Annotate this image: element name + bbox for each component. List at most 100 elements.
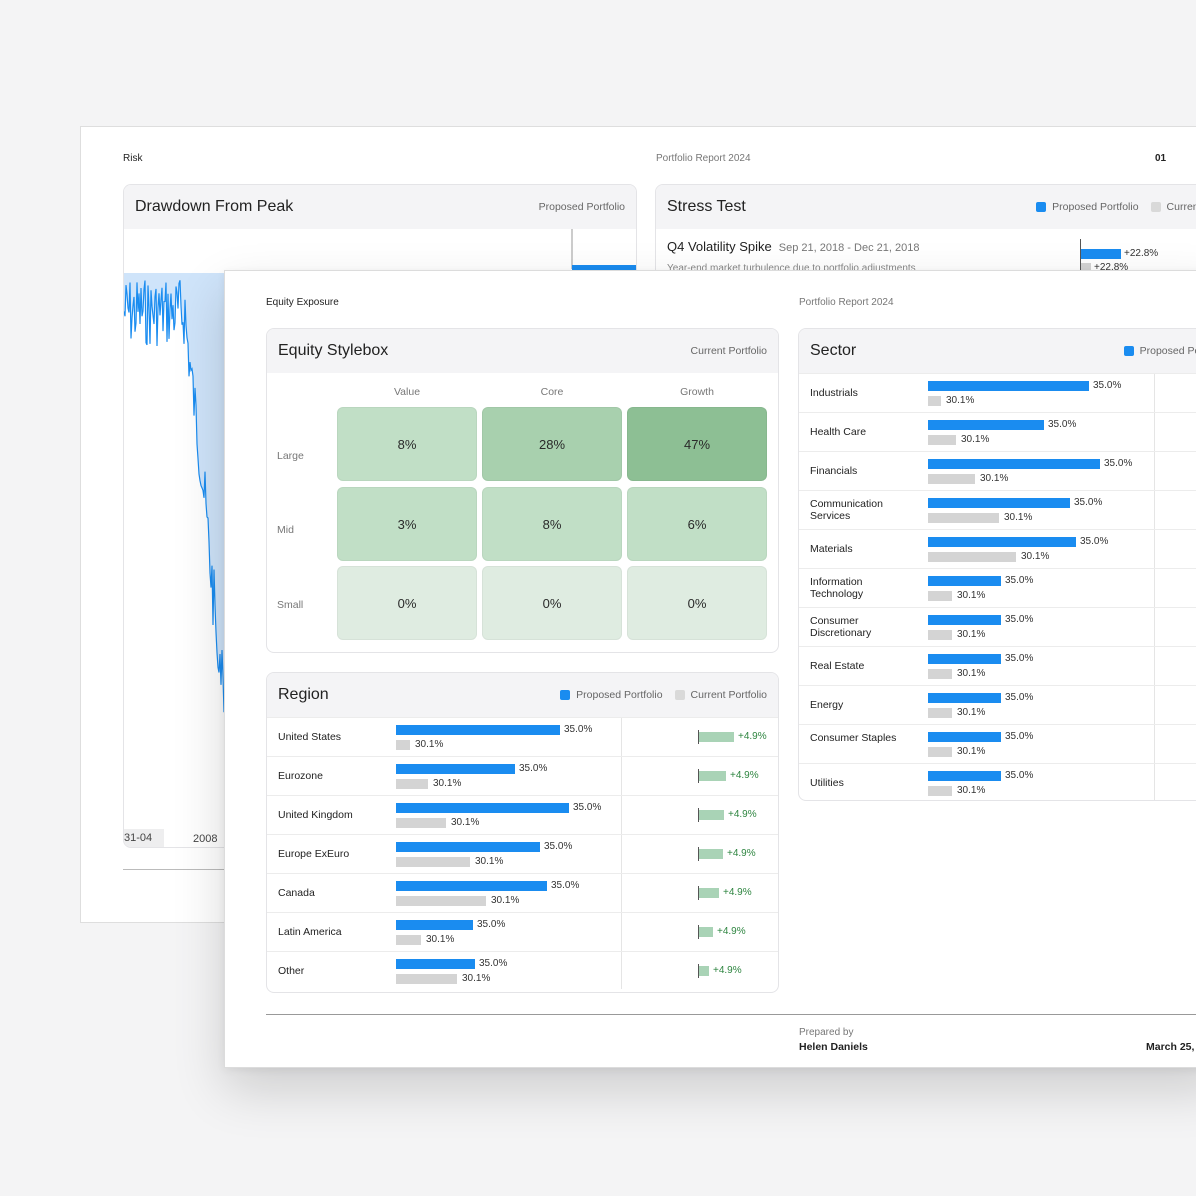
sector-row: Communication Services 35.0% 30.1% [799, 490, 1196, 529]
stylebox-cell: 0% [482, 566, 622, 640]
legend-label: Current Portfolio [1166, 201, 1196, 213]
card-title: Stress Test [667, 198, 746, 215]
current-value: 30.1% [957, 629, 986, 640]
region-row: Eurozone 35.0% 30.1% +4.9% [267, 756, 778, 795]
axis-strip [124, 829, 164, 847]
sector-card: Sector Proposed Portfolio Industrials 35.… [798, 328, 1196, 801]
diff-axis [698, 964, 699, 978]
stylebox-cell: 6% [627, 487, 767, 561]
sector-label: Communication Services [810, 498, 883, 522]
report-title: Portfolio Report 2024 [799, 297, 894, 308]
legend-label: Proposed Portfolio [538, 201, 625, 213]
proposed-bar [396, 803, 569, 813]
diff-bar [699, 888, 719, 898]
current-bar [928, 591, 952, 601]
current-value: 30.1% [415, 739, 444, 750]
region-label: Eurozone [278, 770, 323, 782]
legend-label: Current Portfolio [690, 689, 767, 701]
stress-current-bar [1081, 263, 1091, 273]
card-title: Region [278, 686, 329, 703]
proposed-bar [928, 498, 1070, 508]
current-bar [396, 818, 446, 828]
proposed-bar [928, 732, 1001, 742]
report-date: March 25, [1146, 1041, 1195, 1053]
column-label: Value [393, 386, 421, 398]
current-value: 30.1% [946, 395, 975, 406]
legend: Proposed Portfolio Current Portfolio [548, 689, 767, 701]
proposed-value: 35.0% [479, 958, 508, 969]
proposed-value: 35.0% [544, 841, 573, 852]
page-number: 01 [1155, 153, 1167, 164]
diff-axis [698, 847, 699, 861]
event-name: Q4 Volatility Spike [667, 239, 772, 254]
current-value: 30.1% [957, 785, 986, 796]
drawdown-chart: 31-04 2008 [124, 229, 636, 847]
proposed-value: 35.0% [551, 880, 580, 891]
sector-label: Financials [810, 465, 858, 477]
section-label: Risk [123, 153, 143, 164]
region-label: Other [278, 965, 305, 977]
card-header: Drawdown From Peak Proposed Portfolio [124, 185, 636, 229]
prepared-by-label: Prepared by [799, 1027, 854, 1038]
event-description: Year-end market turbulence due to portfo… [667, 263, 916, 274]
proposed-value: 35.0% [477, 919, 506, 930]
equity-stylebox-card: Equity Stylebox Current Portfolio Value … [266, 328, 779, 653]
divider [266, 1014, 1196, 1015]
region-label: United Kingdom [278, 809, 353, 821]
current-value: 30.1% [462, 973, 491, 984]
chart-marker-tag [572, 265, 636, 273]
equity-exposure-page: Equity Exposure Portfolio Report 2024 Eq… [224, 270, 1196, 1068]
region-row: United States 35.0% 30.1% +4.9% [267, 717, 778, 756]
drawdown-svg [124, 229, 636, 713]
region-label: Canada [278, 887, 315, 899]
sector-row: Energy 35.0% 30.1% [799, 685, 1196, 724]
current-bar [928, 747, 952, 757]
row-label: Large [277, 450, 304, 462]
sector-label: Utilities [810, 777, 844, 789]
diff-axis [698, 886, 699, 900]
legend-proposed: Proposed Portfolio [1123, 345, 1196, 357]
proposed-bar [928, 654, 1001, 664]
proposed-value: 35.0% [1074, 497, 1103, 508]
proposed-value: 35.0% [1005, 692, 1034, 703]
sector-label: Consumer Staples [810, 732, 897, 744]
proposed-bar [396, 920, 473, 930]
region-row: Other 35.0% 30.1% +4.9% [267, 951, 778, 990]
stress-proposed-value: +22.8% [1124, 248, 1159, 259]
proposed-swatch [560, 690, 571, 700]
proposed-swatch [1123, 346, 1134, 356]
card-header: Equity Stylebox Current Portfolio [267, 329, 778, 373]
diff-bar [699, 771, 726, 781]
legend: Proposed Portfolio [539, 201, 625, 213]
legend-current: Current Portfolio [1150, 201, 1196, 213]
current-bar [396, 857, 470, 867]
current-value: 30.1% [426, 934, 455, 945]
current-value: 30.1% [491, 895, 520, 906]
current-swatch [674, 690, 685, 700]
current-value: 30.1% [961, 434, 990, 445]
card-title: Drawdown From Peak [135, 198, 294, 215]
column-label: Growth [680, 386, 714, 398]
proposed-bar [396, 764, 515, 774]
diff-axis [698, 769, 699, 783]
diff-value: +4.9% [727, 848, 756, 859]
current-value: 30.1% [980, 473, 1009, 484]
current-bar [396, 779, 428, 789]
current-bar [928, 513, 999, 523]
row-label: Mid [277, 524, 294, 536]
current-bar [396, 740, 410, 750]
diff-bar [699, 927, 713, 937]
diff-bar [699, 849, 723, 859]
card-header: Region Proposed Portfolio Current Portfo… [267, 673, 778, 717]
legend: Current Portfolio [691, 345, 767, 357]
diff-value: +4.9% [730, 770, 759, 781]
legend: Proposed Portfolio Current Portfolio [1024, 201, 1196, 213]
drawdown-line [124, 280, 229, 713]
diff-axis [698, 808, 699, 822]
section-label: Equity Exposure [266, 297, 339, 308]
proposed-bar [396, 881, 547, 891]
diff-bar [699, 732, 734, 742]
proposed-value: 35.0% [1080, 536, 1109, 547]
proposed-bar [928, 381, 1089, 391]
report-title: Portfolio Report 2024 [656, 153, 751, 164]
